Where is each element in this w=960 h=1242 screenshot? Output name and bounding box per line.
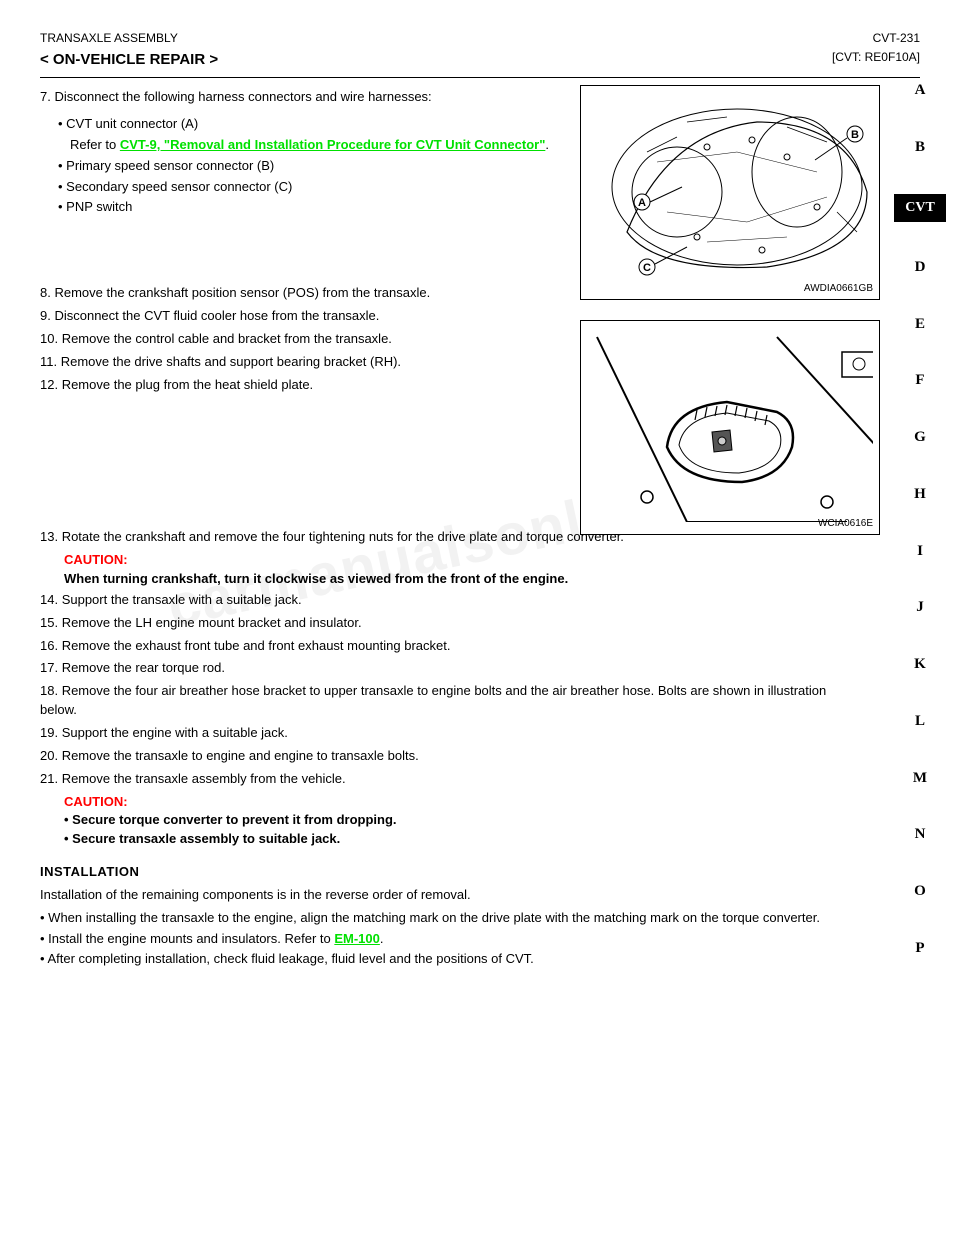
step-20: 20. Remove the transaxle to engine and e… xyxy=(40,747,840,766)
header-bar: TRANSAXLE ASSEMBLY CVT-231 xyxy=(40,30,920,47)
step-9-text: Disconnect the CVT fluid cooler hose fro… xyxy=(54,308,379,323)
caution-text-1: When turning crankshaft, turn it clockwi… xyxy=(64,571,568,586)
step-13-text: Rotate the crankshaft and remove the fou… xyxy=(62,529,624,544)
installation-intro: Installation of the remaining components… xyxy=(40,886,840,905)
install-item-3: • After completing installation, check f… xyxy=(40,950,840,969)
component-text: < ON-VEHICLE REPAIR > xyxy=(40,51,218,68)
side-nav: A B CVT D E F G H I J K L M N O P xyxy=(894,80,946,960)
svg-text:B: B xyxy=(851,129,859,141)
nav-p[interactable]: P xyxy=(894,938,946,960)
step-17-text: Remove the rear torque rod. xyxy=(62,660,225,675)
step-18-text: Remove the four air breather hose bracke… xyxy=(40,683,826,717)
install-item-2-text: Install the engine mounts and insulators… xyxy=(48,931,334,946)
step-10-text: Remove the control cable and bracket fro… xyxy=(62,331,392,346)
caution-label-1: CAUTION: xyxy=(64,552,128,567)
nav-cvt[interactable]: CVT xyxy=(894,194,946,222)
nav-m[interactable]: M xyxy=(894,768,946,790)
bullet-cvt-unit: • CVT unit connector (A) xyxy=(58,115,600,134)
heat-shield-diagram xyxy=(587,327,873,522)
variant-text: [CVT: RE0F10A] xyxy=(832,49,920,66)
step-9: 9. Disconnect the CVT fluid cooler hose … xyxy=(40,307,600,326)
nav-o[interactable]: O xyxy=(894,881,946,903)
nav-f[interactable]: F xyxy=(894,370,946,392)
svg-text:A: A xyxy=(638,197,646,209)
caution-item-1: Secure torque converter to prevent it fr… xyxy=(72,812,396,827)
figure-1-caption: AWDIA0661GB xyxy=(804,282,873,297)
nav-i[interactable]: I xyxy=(894,541,946,563)
installation-heading: INSTALLATION xyxy=(40,863,840,882)
nav-n[interactable]: N xyxy=(894,824,946,846)
figure-2-caption: WCIA0616E xyxy=(818,517,873,532)
bullet-primary: • Primary speed sensor connector (B) xyxy=(58,157,600,176)
step-14-text: Support the transaxle with a suitable ja… xyxy=(62,592,302,607)
install-item-1: • When installing the transaxle to the e… xyxy=(40,909,840,928)
nav-a[interactable]: A xyxy=(894,80,946,102)
nav-j[interactable]: J xyxy=(894,597,946,619)
step-7-text: Disconnect the following harness connect… xyxy=(54,89,431,104)
refer-post: . xyxy=(545,137,549,152)
install-item-2: • Install the engine mounts and insulato… xyxy=(40,930,840,949)
caution-label-2: CAUTION: xyxy=(64,794,128,809)
caution-item-2: Secure transaxle assembly to suitable ja… xyxy=(72,831,340,846)
step-10: 10. Remove the control cable and bracket… xyxy=(40,330,600,349)
step-15-text: Remove the LH engine mount bracket and i… xyxy=(62,615,362,630)
step-15: 15. Remove the LH engine mount bracket a… xyxy=(40,614,840,633)
nav-l[interactable]: L xyxy=(894,711,946,733)
step-19: 19. Support the engine with a suitable j… xyxy=(40,724,840,743)
nav-b[interactable]: B xyxy=(894,137,946,159)
transaxle-diagram: A B C xyxy=(587,92,873,287)
figure-2: WCIA0616E xyxy=(580,320,880,535)
install-item-3-text: After completing installation, check flu… xyxy=(47,951,533,966)
step-16-text: Remove the exhaust front tube and front … xyxy=(62,638,451,653)
nav-g[interactable]: G xyxy=(894,427,946,449)
bullet-pnp: • PNP switch xyxy=(58,198,600,217)
caution-block-2: CAUTION: • Secure torque converter to pr… xyxy=(64,793,840,850)
step-21: 21. Remove the transaxle assembly from t… xyxy=(40,770,840,789)
step-12: 12. Remove the plug from the heat shield… xyxy=(40,376,600,395)
step-14: 14. Support the transaxle with a suitabl… xyxy=(40,591,840,610)
step-7: 7. Disconnect the following harness conn… xyxy=(40,88,600,107)
step-20-text: Remove the transaxle to engine and engin… xyxy=(62,748,419,763)
refer-line: Refer to CVT-9, "Removal and Installatio… xyxy=(70,136,600,155)
refer-pre: Refer to xyxy=(70,137,120,152)
full-width-content: 13. Rotate the crankshaft and remove the… xyxy=(40,528,840,969)
content-column: 7. Disconnect the following harness conn… xyxy=(40,88,600,528)
nav-k[interactable]: K xyxy=(894,654,946,676)
step-21-text: Remove the transaxle assembly from the v… xyxy=(62,771,346,786)
step-11-text: Remove the drive shafts and support bear… xyxy=(61,354,401,369)
caution-1: CAUTION: When turning crankshaft, turn i… xyxy=(64,551,840,589)
page-number: CVT-231 xyxy=(873,30,920,47)
header-title: TRANSAXLE ASSEMBLY xyxy=(40,30,178,47)
step-12-text: Remove the plug from the heat shield pla… xyxy=(62,377,313,392)
step-18: 18. Remove the four air breather hose br… xyxy=(40,682,840,720)
step-19-text: Support the engine with a suitable jack. xyxy=(62,725,288,740)
cvt-procedure-link[interactable]: CVT-9, "Removal and Installation Procedu… xyxy=(120,137,546,152)
step-11: 11. Remove the drive shafts and support … xyxy=(40,353,600,372)
nav-e[interactable]: E xyxy=(894,314,946,336)
step-16: 16. Remove the exhaust front tube and fr… xyxy=(40,637,840,656)
nav-h[interactable]: H xyxy=(894,484,946,506)
figure-1: A B C AWDIA0661GB xyxy=(580,85,880,300)
step-8: 8. Remove the crankshaft position sensor… xyxy=(40,284,600,303)
step-17: 17. Remove the rear torque rod. xyxy=(40,659,840,678)
nav-d[interactable]: D xyxy=(894,257,946,279)
svg-text:C: C xyxy=(643,262,651,274)
em-link[interactable]: EM-100 xyxy=(334,931,380,946)
component-line: < ON-VEHICLE REPAIR > [CVT: RE0F10A] xyxy=(40,49,920,71)
install-item-1-text: When installing the transaxle to the eng… xyxy=(48,910,820,925)
step-8-text: Remove the crankshaft position sensor (P… xyxy=(54,285,430,300)
divider xyxy=(40,77,920,78)
bullet-secondary: • Secondary speed sensor connector (C) xyxy=(58,178,600,197)
